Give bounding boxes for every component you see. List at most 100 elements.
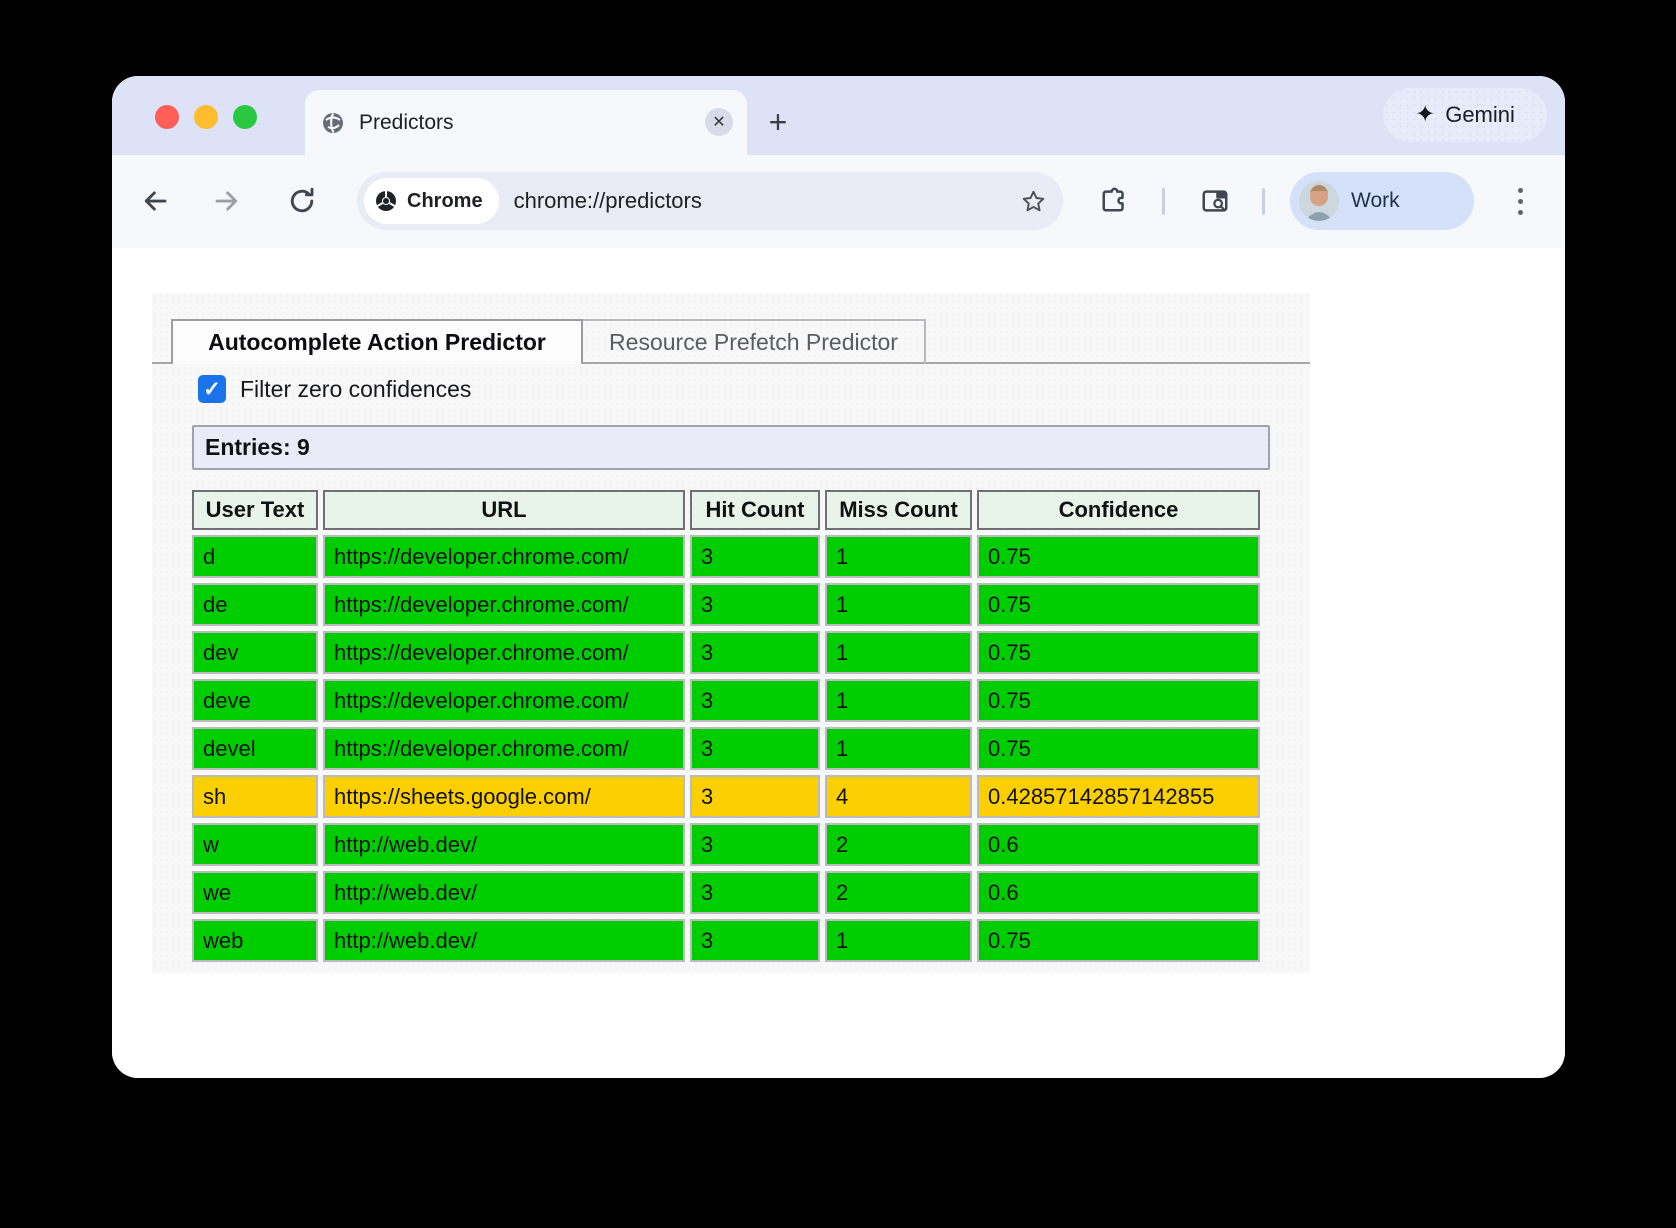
browser-window: Predictors ✕ + ✦ Gemini: [112, 76, 1565, 1078]
search-this-window-button[interactable]: [1193, 179, 1237, 223]
table-cell-miss_count: 2: [825, 823, 972, 866]
table-cell-miss_count: 4: [825, 775, 972, 818]
table-cell-url: https://developer.chrome.com/: [323, 727, 685, 770]
new-tab-button[interactable]: +: [768, 103, 788, 140]
filter-row: ✓ Filter zero confidences: [198, 375, 471, 403]
table-cell-url: http://web.dev/: [323, 871, 685, 914]
address-bar[interactable]: Chrome chrome://predictors: [357, 172, 1063, 230]
back-arrow-icon: [144, 191, 167, 211]
browser-menu-button[interactable]: [1502, 179, 1538, 223]
forward-arrow-icon: [215, 191, 238, 211]
table-cell-hit_count: 3: [690, 535, 820, 578]
table-cell-url: https://developer.chrome.com/: [323, 679, 685, 722]
tabs-underline: [152, 362, 1310, 364]
chrome-site-chip[interactable]: Chrome: [364, 178, 499, 224]
table-cell-confidence: 0.75: [977, 583, 1260, 626]
back-button[interactable]: [133, 179, 177, 223]
table-cell-url: https://developer.chrome.com/: [323, 631, 685, 674]
profile-label: Work: [1351, 189, 1400, 212]
browser-toolbar: Chrome chrome://predictors: [112, 155, 1565, 248]
forward-button[interactable]: [205, 179, 249, 223]
table-cell-confidence: 0.42857142857142855: [977, 775, 1260, 818]
table-cell-miss_count: 1: [825, 727, 972, 770]
filter-label: Filter zero confidences: [240, 375, 472, 402]
table-cell-miss_count: 1: [825, 679, 972, 722]
table-cell-confidence: 0.75: [977, 631, 1260, 674]
table-cell-confidence: 0.75: [977, 919, 1260, 962]
window-search-icon: [1202, 190, 1228, 212]
table-cell-hit_count: 3: [690, 583, 820, 626]
predictors-table: User Text URL Hit Count Miss Count Confidenc…: [187, 485, 1265, 967]
filter-zero-confidences-checkbox[interactable]: ✓: [198, 375, 226, 403]
reload-icon: [290, 187, 314, 213]
table-cell-user_text: d: [192, 535, 318, 578]
table-cell-hit_count: 3: [690, 679, 820, 722]
table-cell-hit_count: 3: [690, 919, 820, 962]
extensions-puzzle-icon: [1102, 187, 1124, 212]
table-cell-hit_count: 3: [690, 775, 820, 818]
table-cell-miss_count: 1: [825, 919, 972, 962]
page-content: Autocomplete Action Predictor Resource P…: [112, 248, 1565, 1078]
table-cell-confidence: 0.75: [977, 679, 1260, 722]
tab-autocomplete-action-predictor[interactable]: Autocomplete Action Predictor: [171, 319, 583, 364]
toolbar-separator: [1262, 188, 1265, 215]
chrome-logo-icon: [376, 191, 396, 211]
table-row: dev https://developer.chrome.com/3 1 0.75: [192, 631, 1260, 674]
table-cell-confidence: 0.6: [977, 871, 1260, 914]
tab-resource-prefetch-predictor[interactable]: Resource Prefetch Predictor: [583, 319, 926, 364]
table-cell-url: http://web.dev/: [323, 823, 685, 866]
browser-tab-predictors[interactable]: Predictors ✕: [305, 90, 747, 155]
table-cell-hit_count: 3: [690, 631, 820, 674]
gemini-spark-icon: ✦: [1415, 101, 1436, 128]
column-header: Miss Count: [825, 490, 972, 530]
predictor-table-head-row: User Text URL Hit Count Miss Count Confidenc…: [192, 490, 1260, 530]
column-header: Confidence: [977, 490, 1260, 530]
reload-button[interactable]: [280, 179, 324, 223]
extensions-button[interactable]: [1091, 179, 1135, 223]
profile-avatar: [1299, 181, 1339, 221]
table-cell-user_text: de: [192, 583, 318, 626]
entries-count-label: Entries: 9: [205, 434, 310, 460]
table-cell-url: http://web.dev/: [323, 919, 685, 962]
table-cell-url: https://developer.chrome.com/: [323, 535, 685, 578]
tab-title: Predictors: [359, 110, 454, 134]
table-row: sh https://sheets.google.com/3 4 0.42857142…: [192, 775, 1260, 818]
table-row: web http://web.dev/3 1 0.75: [192, 919, 1260, 962]
url-text[interactable]: chrome://predictors: [513, 188, 702, 213]
globe-favicon-icon: [321, 111, 345, 135]
table-cell-url: https://sheets.google.com/: [323, 775, 685, 818]
table-cell-miss_count: 1: [825, 631, 972, 674]
close-window-button[interactable]: [155, 105, 179, 129]
entries-bar: Entries: 9: [192, 425, 1270, 470]
column-header: Hit Count: [690, 490, 820, 530]
gemini-button[interactable]: ✦ Gemini: [1383, 88, 1547, 142]
table-row: deve https://developer.chrome.com/3 1 0.75: [192, 679, 1260, 722]
traffic-lights: [155, 105, 257, 129]
tab-strip: Predictors ✕ + ✦ Gemini: [112, 76, 1565, 155]
table-cell-user_text: we: [192, 871, 318, 914]
toolbar-separator: [1162, 188, 1165, 215]
table-cell-user_text: deve: [192, 679, 318, 722]
table-cell-user_text: web: [192, 919, 318, 962]
table-cell-user_text: sh: [192, 775, 318, 818]
maximize-window-button[interactable]: [233, 105, 257, 129]
table-cell-confidence: 0.6: [977, 823, 1260, 866]
table-cell-miss_count: 2: [825, 871, 972, 914]
table-row: w http://web.dev/3 2 0.6: [192, 823, 1260, 866]
table-cell-miss_count: 1: [825, 583, 972, 626]
table-row: de https://developer.chrome.com/3 1 0.75: [192, 583, 1260, 626]
table-cell-miss_count: 1: [825, 535, 972, 578]
table-cell-confidence: 0.75: [977, 535, 1260, 578]
table-row: d https://developer.chrome.com/3 1 0.75: [192, 535, 1260, 578]
gemini-label: Gemini: [1445, 102, 1515, 127]
column-header: User Text: [192, 490, 318, 530]
table-cell-url: https://developer.chrome.com/: [323, 583, 685, 626]
table-cell-hit_count: 3: [690, 871, 820, 914]
profile-button[interactable]: Work: [1290, 172, 1474, 230]
minimize-window-button[interactable]: [194, 105, 218, 129]
bookmark-star-icon[interactable]: [1020, 188, 1047, 215]
table-cell-confidence: 0.75: [977, 727, 1260, 770]
close-tab-icon[interactable]: ✕: [705, 108, 733, 136]
chrome-chip-label: Chrome: [407, 189, 483, 212]
